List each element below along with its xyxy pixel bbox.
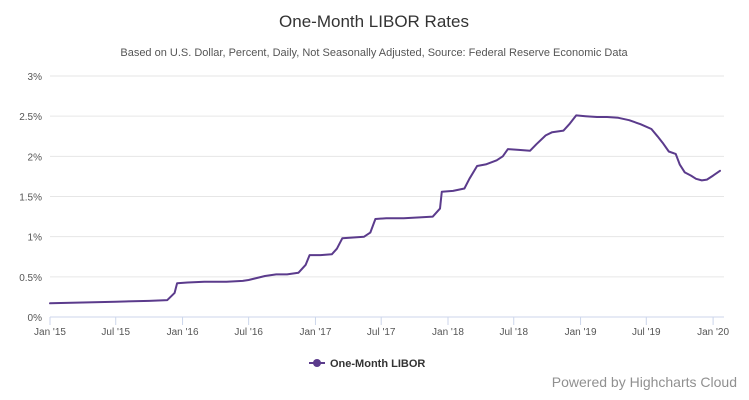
y-tick-label: 1%	[28, 233, 43, 244]
y-tick-label: 2%	[28, 152, 43, 163]
x-tick-label: Jul '19	[632, 327, 661, 338]
y-tick-label: 2.5%	[19, 112, 42, 123]
y-tick-label: 3%	[28, 72, 43, 83]
x-tick-label: Jul '17	[367, 327, 396, 338]
x-tick-label: Jan '15	[34, 327, 66, 338]
x-tick-label: Jan '17	[299, 327, 331, 338]
x-tick-label: Jul '15	[101, 327, 130, 338]
credits-link[interactable]: Powered by Highcharts Cloud	[552, 374, 737, 390]
y-tick-label: 0%	[28, 313, 43, 324]
y-tick-label: 0.5%	[19, 273, 42, 284]
x-tick-label: Jan '16	[167, 327, 199, 338]
x-tick-label: Jan '20	[697, 327, 729, 338]
x-tick-label: Jan '18	[432, 327, 464, 338]
x-tick-label: Jul '16	[234, 327, 263, 338]
x-tick-label: Jul '18	[499, 327, 528, 338]
chart-title: One-Month LIBOR Rates	[279, 12, 469, 31]
grid	[50, 75, 724, 318]
y-axis: 0% 0.5% 1% 1.5% 2% 2.5% 3%	[19, 72, 42, 324]
chart-subtitle: Based on U.S. Dollar, Percent, Daily, No…	[120, 47, 628, 59]
series-line-one-month-libor[interactable]	[49, 114, 721, 305]
legend-swatch-marker	[313, 359, 321, 367]
series-layer	[49, 114, 721, 305]
x-tick-label: Jan '19	[565, 327, 597, 338]
legend[interactable]: One-Month LIBOR	[309, 358, 425, 370]
y-tick-label: 1.5%	[19, 193, 42, 204]
x-axis: Jan '15 Jul '15 Jan '16 Jul '16 Jan '17 Jul '…	[34, 317, 730, 338]
legend-item-one-month-libor[interactable]: One-Month LIBOR	[330, 358, 425, 370]
